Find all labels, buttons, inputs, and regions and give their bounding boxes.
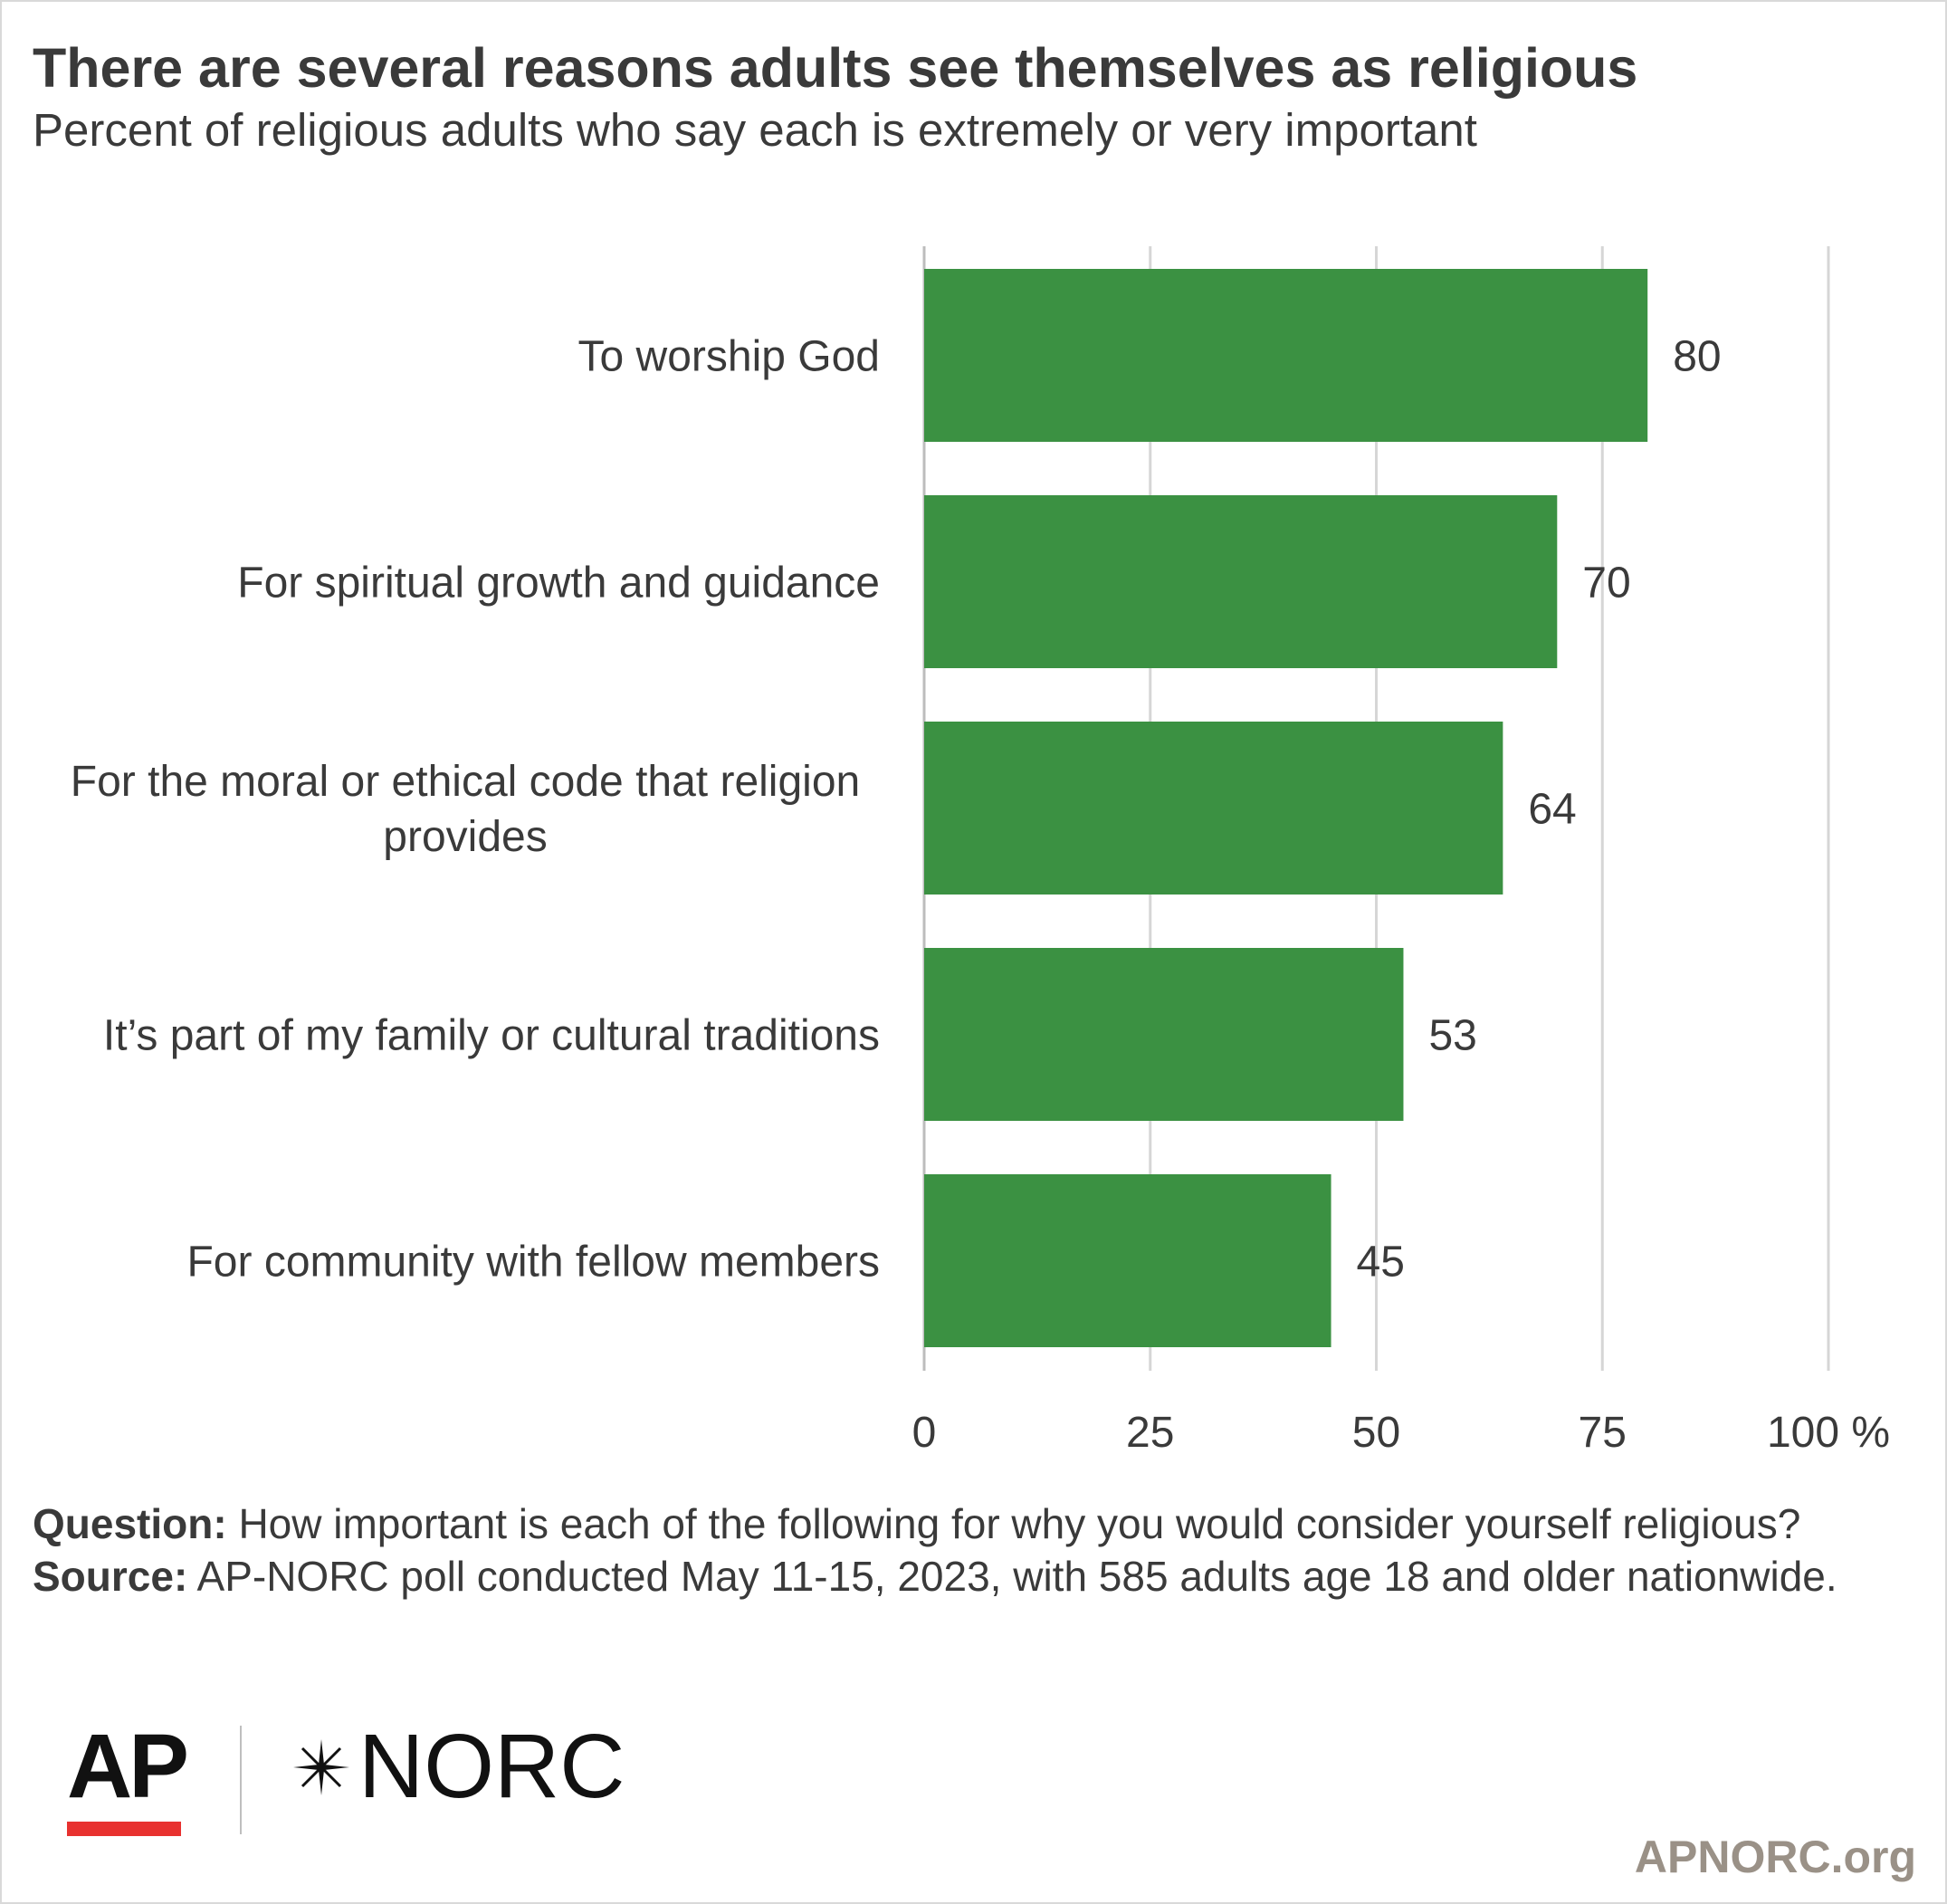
norc-logo: NORC bbox=[291, 1715, 625, 1819]
category-label: For the moral or ethical code that relig… bbox=[71, 758, 860, 861]
ap-logo-underline bbox=[67, 1822, 181, 1836]
category-labels: To worship God For spiritual growth and g… bbox=[71, 333, 880, 1287]
value-label: 80 bbox=[1673, 333, 1721, 381]
norc-star-icon bbox=[293, 1738, 349, 1795]
bar bbox=[924, 948, 1404, 1121]
source-text: AP-NORC poll conducted May 11-15, 2023, … bbox=[187, 1553, 1837, 1600]
category-label: It’s part of my family or cultural tradi… bbox=[103, 1012, 880, 1060]
x-tick-label: 100 % bbox=[1767, 1409, 1890, 1457]
bar bbox=[924, 722, 1503, 895]
category-label: To worship God bbox=[578, 333, 881, 381]
site-link[interactable]: APNORC.org bbox=[1634, 1832, 1916, 1882]
ap-logo: AP bbox=[67, 1716, 189, 1817]
source-label: Source: bbox=[33, 1553, 188, 1600]
logo-divider bbox=[240, 1726, 242, 1834]
value-labels: 80 70 64 53 45 bbox=[1357, 333, 1722, 1287]
bar bbox=[924, 1174, 1331, 1347]
x-tick-label: 75 bbox=[1579, 1409, 1627, 1457]
chart-subtitle: Percent of religious adults who say each… bbox=[33, 104, 1477, 156]
question-text: How important is each of the following f… bbox=[226, 1500, 1801, 1547]
value-label: 70 bbox=[1582, 560, 1630, 608]
question-line: Question: How important is each of the f… bbox=[33, 1497, 1837, 1550]
value-label: 64 bbox=[1528, 786, 1576, 834]
x-tick-label: 0 bbox=[912, 1409, 937, 1457]
bars bbox=[924, 269, 1648, 1347]
footnotes: Question: How important is each of the f… bbox=[33, 1497, 1837, 1603]
norc-logo-text: NORC bbox=[358, 1716, 625, 1817]
question-label: Question: bbox=[33, 1500, 227, 1547]
x-axis-ticks: 0 25 50 75 100 % bbox=[912, 1409, 1890, 1457]
source-line: Source: AP-NORC poll conducted May 11-15… bbox=[33, 1550, 1837, 1603]
category-label: For spiritual growth and guidance bbox=[237, 560, 880, 608]
x-tick-label: 50 bbox=[1352, 1409, 1400, 1457]
value-label: 45 bbox=[1357, 1239, 1405, 1287]
bar bbox=[924, 269, 1648, 442]
value-label: 53 bbox=[1428, 1012, 1476, 1060]
chart-title: There are several reasons adults see the… bbox=[33, 37, 1638, 99]
x-tick-label: 25 bbox=[1126, 1409, 1174, 1457]
bar bbox=[924, 495, 1558, 668]
bar-chart: To worship God For spiritual growth and g… bbox=[71, 246, 1890, 1457]
category-label: For community with fellow members bbox=[186, 1239, 880, 1287]
